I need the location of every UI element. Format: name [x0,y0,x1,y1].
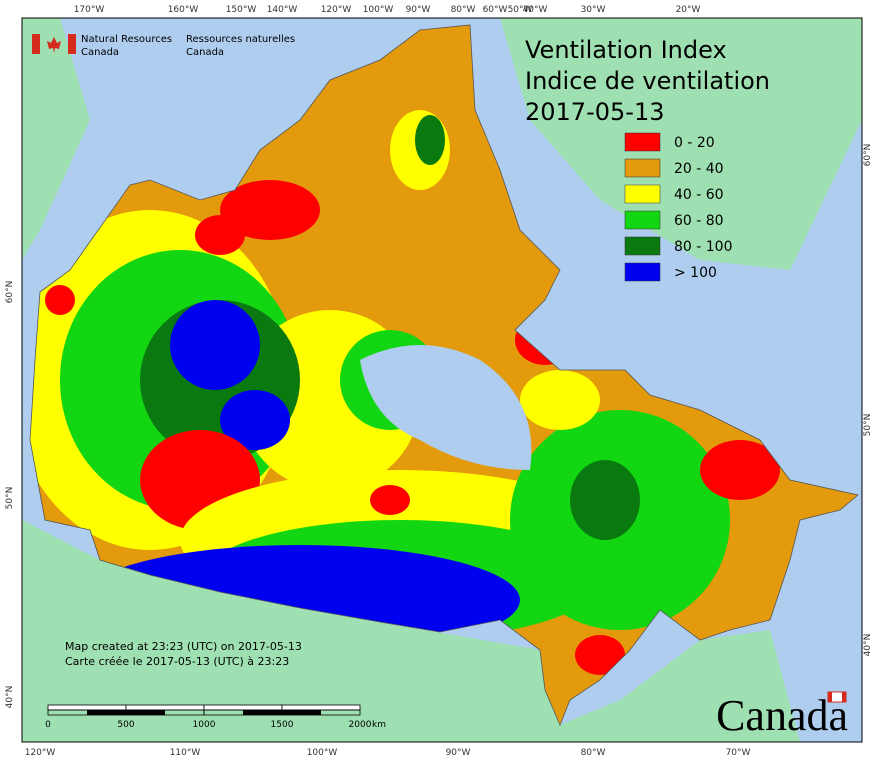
map-area [22,18,862,742]
longitude-label: 170°W [74,5,105,15]
longitude-label: 20°W [676,5,701,15]
longitude-label: 70°W [726,748,751,758]
scale-segment [125,704,205,711]
longitude-label: 100°W [363,5,394,15]
note: Map created at 23:23 (UTC) on 2017-05-13 [65,640,302,653]
flag-bar [68,34,76,54]
scale-segment [47,704,127,711]
longitude-label: 80°W [581,748,606,758]
scale-label: 2000 [349,720,372,730]
scale-label: 0 [45,720,51,730]
latitude-label: 50°N [863,414,873,437]
title: 2017-05-13 [525,98,664,126]
field-blob [700,440,780,500]
logo [32,34,76,54]
legend-swatch [624,132,661,152]
scale-segment [87,710,126,715]
longitude-label: 160°W [168,5,199,15]
title: Indice de ventilation [525,67,770,95]
wordmark: Canada [716,691,848,740]
wordmark-flag [827,691,847,703]
scale-unit: km [372,720,386,730]
field-blob [575,635,625,675]
longitude-label: 40°W [523,5,548,15]
longitude-label: 120°W [25,748,56,758]
agency-fr: Canada [186,47,224,58]
land-usa [22,520,800,742]
legend-label: 80 - 100 [674,239,733,255]
longitude-label: 100°W [307,748,338,758]
agency-fr: Ressources naturelles [186,34,295,45]
latitude-label: 60°N [5,281,15,304]
legend-swatch [624,158,661,178]
scale-label: 1500 [271,720,294,730]
agency-en: Natural Resources [81,34,172,45]
legend-swatch [624,262,661,282]
longitude-label: 110°W [170,748,201,758]
scale-segment [126,710,165,715]
field-blob [170,300,260,390]
legend-swatch [624,210,661,230]
longitude-label: 60°W [483,5,508,15]
scale-segment [281,704,361,711]
latitude-label: 50°N [5,487,15,510]
longitude-label: 90°W [446,748,471,758]
longitude-label: 150°W [226,5,257,15]
latitude-label: 40°N [863,634,873,657]
latitude-label: 60°N [863,144,873,167]
legend-label: > 100 [674,265,717,281]
longitude-label: 80°W [451,5,476,15]
scale-segment [203,704,283,711]
field-blob [220,390,290,450]
scale-label: 1000 [193,720,216,730]
flag-bar [828,692,832,702]
field-blob [370,485,410,515]
scale-label: 500 [117,720,134,730]
legend-swatch [624,236,661,256]
flag-bar [32,34,40,54]
land-greenland [500,18,862,270]
field-blob [45,285,75,315]
legend-label: 20 - 40 [674,161,724,177]
hudson-bay [360,345,532,470]
legend-label: 40 - 60 [674,187,724,203]
field-blob [220,180,320,240]
legend-label: 0 - 20 [674,135,715,151]
scale-segment [281,709,361,716]
scale-segment [243,710,282,715]
field-blob [415,115,445,165]
flag-bar [842,692,846,702]
note: Carte créée le 2017-05-13 (UTC) à 23:23 [65,655,289,668]
flag-leaf [47,37,61,53]
frame [21,17,863,743]
land-alaska [22,18,90,260]
longitude-label: 50°W [508,5,533,15]
longitude-label: 140°W [267,5,298,15]
legend-label: 60 - 80 [674,213,724,229]
longitude-label: 120°W [321,5,352,15]
scale-bar: 0 500 1000 1500 2000 km [45,704,386,730]
latitude-label: 40°N [5,686,15,709]
field-blob [570,460,640,540]
legend-swatch [624,184,661,204]
longitude-label: 30°W [581,5,606,15]
agency-en: Canada [81,47,119,58]
scale-segment [282,710,321,715]
field-blob [520,370,600,430]
title: Ventilation Index [525,36,727,64]
legend: 0 - 20 20 - 40 40 - 60 60 - 80 80 - 100 > 100 [624,132,733,282]
longitude-label: 90°W [406,5,431,15]
field-blob [195,215,245,255]
